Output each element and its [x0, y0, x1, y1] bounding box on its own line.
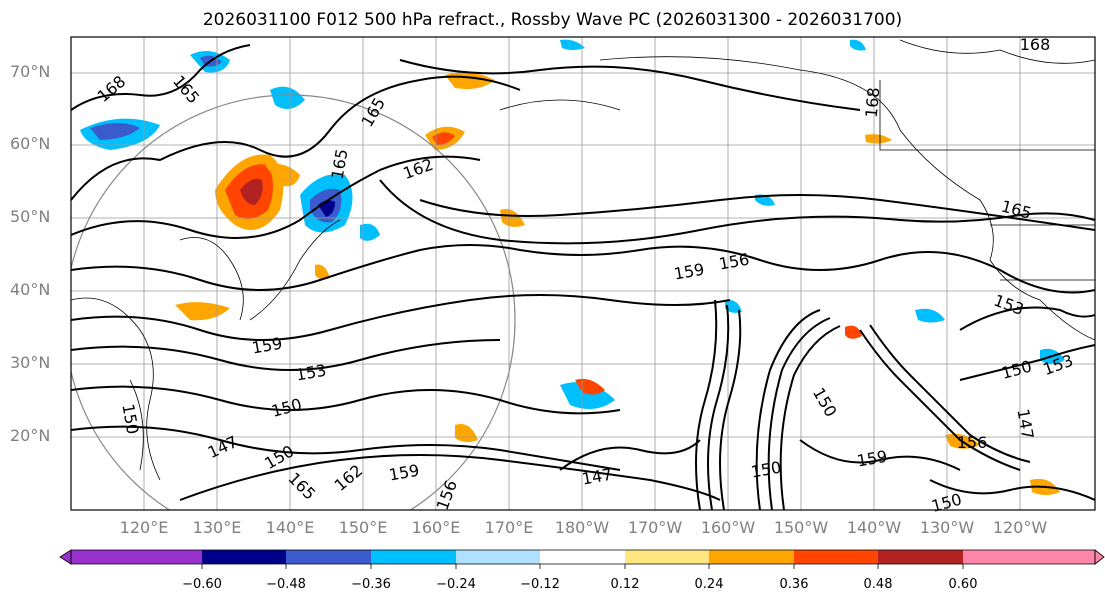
- colorbar-tick-label: −0.60: [182, 577, 222, 592]
- lon-label: 130°W: [919, 518, 975, 537]
- lon-label: 170°W: [627, 518, 683, 537]
- lon-label: 180°W: [554, 518, 610, 537]
- lon-label: 160°W: [700, 518, 756, 537]
- colorbar-tick-label: 0.48: [863, 577, 893, 592]
- lon-label: 160°E: [411, 518, 461, 537]
- refractivity-contours: [71, 44, 1095, 510]
- lat-label: 20°N: [10, 426, 51, 445]
- lat-label: 50°N: [10, 207, 51, 226]
- coastlines: [71, 39, 1095, 481]
- lon-label: 130°E: [192, 518, 242, 537]
- lat-label: 30°N: [10, 353, 51, 372]
- colorbar-tick-label: 0.60: [948, 577, 978, 592]
- lon-label: 140°W: [846, 518, 902, 537]
- colorbar-tick-label: 0.12: [610, 577, 640, 592]
- colorbar-tick-label: −0.12: [520, 577, 560, 592]
- graticule: [71, 37, 1095, 510]
- lon-label: 150°W: [773, 518, 829, 537]
- lon-label: 140°E: [265, 518, 315, 537]
- contour-label: 168: [862, 86, 884, 118]
- map-frame: [70, 36, 1096, 511]
- lat-label: 40°N: [10, 280, 51, 299]
- contour-label: 156: [957, 433, 988, 452]
- lon-label: 120°W: [992, 518, 1048, 537]
- colorbar-tick-label: −0.36: [351, 577, 391, 592]
- lon-label: 170°E: [484, 518, 534, 537]
- colorbar-tick-label: −0.24: [436, 577, 476, 592]
- colorbar-tick-label: −0.48: [266, 577, 306, 592]
- range-circle: [71, 94, 516, 510]
- lon-label: 150°E: [338, 518, 388, 537]
- lat-label: 70°N: [10, 62, 51, 81]
- map-background: [71, 37, 1095, 510]
- map-title: 2026031100 F012 500 hPa refract., Rossby…: [202, 10, 903, 30]
- lat-label: 60°N: [10, 134, 51, 153]
- colorbar-tick-label: 0.36: [779, 577, 809, 592]
- rossby-wave-shading: [80, 39, 1065, 495]
- lon-label: 120°E: [119, 518, 169, 537]
- colorbar-tick-label: 0.24: [694, 577, 724, 592]
- contour-label: 168: [1020, 35, 1051, 54]
